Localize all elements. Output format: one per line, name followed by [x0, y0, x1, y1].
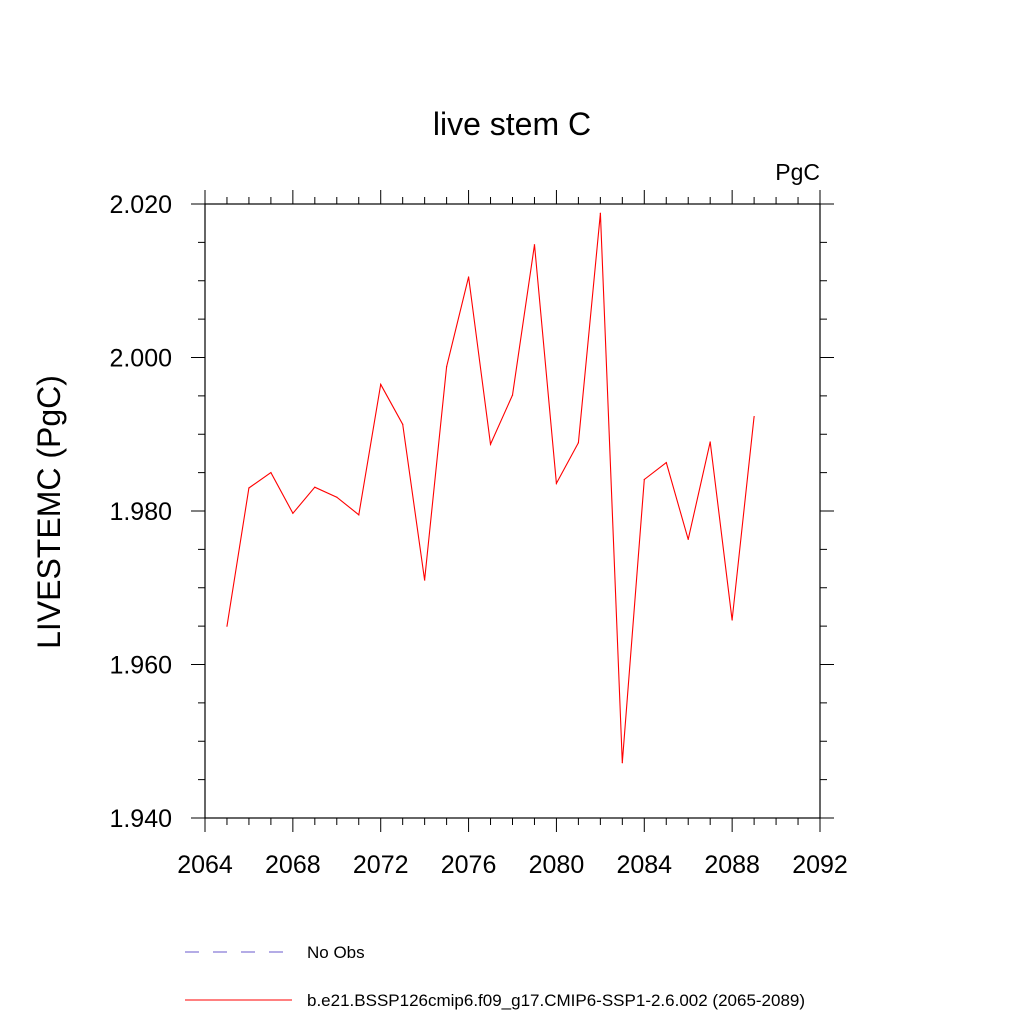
data-point: [621, 762, 623, 764]
data-point: [489, 443, 492, 445]
legend-label: b.e21.BSSP126cmip6.f09_g17.CMIP6-SSP1-2.…: [307, 991, 805, 1010]
data-point: [336, 496, 338, 498]
x-tick-label: 2084: [616, 851, 672, 879]
y-tick-label: 1.980: [109, 498, 172, 526]
series-line: [226, 213, 755, 763]
x-axis-ticks: [204, 190, 821, 832]
x-tick-label: 2068: [265, 851, 321, 879]
y-tick-label: 1.960: [109, 652, 172, 680]
data-point: [402, 423, 404, 425]
data-point: [380, 383, 382, 385]
data-point: [753, 415, 755, 418]
x-tick-label: 2088: [704, 851, 760, 879]
data-point: [555, 482, 558, 484]
chart-title: live stem C: [433, 106, 591, 142]
y-tick-label: 2.000: [109, 345, 172, 373]
y-axis-tick-labels: 1.940 1.960 1.980 2.000 2.020: [109, 191, 172, 833]
x-tick-label: 2064: [177, 851, 233, 879]
data-point: [358, 514, 360, 516]
data-point: [446, 366, 448, 368]
data-point: [467, 276, 470, 278]
data-point: [687, 538, 689, 540]
data-point: [226, 625, 228, 627]
data-point: [424, 579, 426, 581]
y-tick-label: 1.940: [109, 805, 172, 833]
x-tick-label: 2092: [792, 851, 848, 879]
data-point: [292, 512, 294, 514]
data-point: [643, 478, 645, 481]
x-tick-label: 2076: [441, 851, 497, 879]
data-point: [511, 394, 514, 396]
data-point: [314, 486, 316, 488]
series-layer: [226, 212, 755, 764]
legend-label: No Obs: [307, 943, 365, 962]
data-point: [665, 462, 667, 464]
x-tick-label: 2072: [353, 851, 409, 879]
y-axis-ticks: [191, 203, 834, 819]
data-point: [599, 212, 601, 214]
data-point: [270, 472, 272, 474]
y-axis-label: LIVESTEMC (PgC): [31, 375, 67, 649]
plot-frame: [204, 203, 821, 819]
legend: No Obs b.e21.BSSP126cmip6.f09_g17.CMIP6-S…: [185, 943, 805, 1010]
x-tick-label: 2080: [529, 851, 585, 879]
y-tick-label: 2.020: [109, 191, 172, 219]
data-point: [577, 442, 579, 444]
data-point: [709, 441, 711, 443]
units-label: PgC: [775, 159, 820, 185]
data-point: [533, 244, 536, 246]
data-point: [731, 619, 733, 621]
x-axis-tick-labels: 2064 2068 2072 2076 2080 2084 2088 2092: [177, 851, 848, 879]
data-point: [248, 487, 250, 489]
